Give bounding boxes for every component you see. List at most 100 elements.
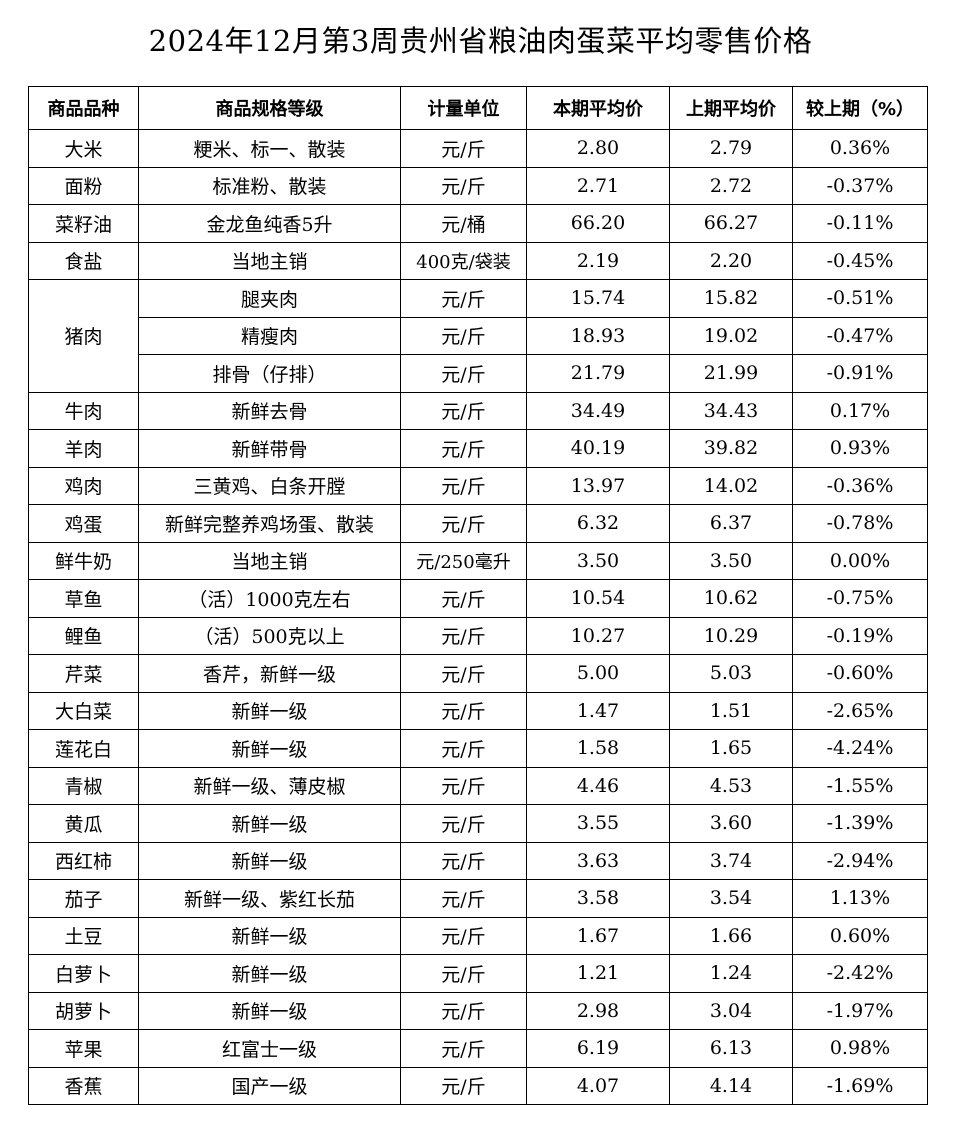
cell-item: 土豆	[28, 916, 139, 955]
cell-current-price: 2.19	[526, 241, 670, 280]
cell-current-price: 2.80	[526, 129, 670, 168]
cell-item: 鸡肉	[28, 466, 139, 505]
cell-current-price: 3.55	[526, 804, 670, 843]
table-row: 香蕉 国产一级 元/斤 4.07 4.14 -1.69%	[28, 1066, 928, 1105]
cell-spec: 新鲜去骨	[138, 391, 401, 430]
header-previous-price: 上期平均价	[669, 86, 793, 130]
cell-unit: 元/斤	[400, 1066, 527, 1105]
cell-current-price: 4.46	[526, 766, 670, 805]
table-row: 牛肉 新鲜去骨 元/斤 34.49 34.43 0.17%	[28, 391, 928, 430]
cell-unit: 元/斤	[400, 429, 527, 468]
table-row: 精瘦肉 元/斤 18.93 19.02 -0.47%	[29, 316, 928, 355]
cell-unit: 元/斤	[400, 391, 527, 430]
cell-item: 大米	[28, 129, 139, 168]
cell-previous-price: 10.62	[669, 579, 793, 618]
cell-unit: 元/斤	[400, 129, 527, 168]
cell-item: 白萝卜	[28, 954, 139, 993]
cell-previous-price: 2.20	[669, 241, 793, 280]
table-row: 胡萝卜 新鲜一级 元/斤 2.98 3.04 -1.97%	[28, 991, 928, 1030]
cell-change: 0.36%	[792, 129, 928, 168]
cell-current-price: 1.58	[526, 729, 670, 768]
cell-spec: 标准粉、散装	[138, 166, 401, 205]
cell-change: -0.75%	[792, 579, 928, 618]
table-row: 食盐 当地主销 400克/袋装 2.19 2.20 -0.45%	[28, 241, 928, 280]
cell-current-price: 1.67	[526, 916, 670, 955]
cell-change: -0.78%	[792, 504, 928, 543]
cell-current-price: 13.97	[526, 466, 670, 505]
cell-item: 苹果	[28, 1029, 139, 1068]
cell-change: 0.00%	[792, 541, 928, 580]
cell-spec: 新鲜一级、薄皮椒	[138, 766, 401, 805]
cell-unit: 元/斤	[400, 766, 527, 805]
cell-change: 0.60%	[792, 916, 928, 955]
table-header-row: 商品品种 商品规格等级 计量单位 本期平均价 上期平均价 较上期（%）	[28, 86, 928, 130]
cell-spec: 新鲜完整养鸡场蛋、散装	[138, 504, 401, 543]
cell-current-price: 3.63	[526, 841, 670, 880]
cell-item: 牛肉	[28, 391, 139, 430]
cell-current-price: 6.32	[526, 504, 670, 543]
cell-change: -2.65%	[792, 691, 928, 730]
cell-item: 胡萝卜	[28, 991, 139, 1030]
cell-spec: 腿夹肉	[138, 279, 401, 318]
cell-previous-price: 5.03	[669, 654, 793, 693]
cell-change: -2.42%	[792, 954, 928, 993]
cell-unit: 元/斤	[400, 691, 527, 730]
table-row: 鸡蛋 新鲜完整养鸡场蛋、散装 元/斤 6.32 6.37 -0.78%	[28, 504, 928, 543]
table-row: 莲花白 新鲜一级 元/斤 1.58 1.65 -4.24%	[28, 729, 928, 768]
cell-spec: 排骨（仔排）	[138, 354, 401, 393]
cell-item: 草鱼	[28, 579, 139, 618]
cell-current-price: 5.00	[526, 654, 670, 693]
cell-spec: （活）500克以上	[138, 616, 401, 655]
cell-previous-price: 15.82	[669, 279, 793, 318]
cell-spec: 粳米、标一、散装	[138, 129, 401, 168]
cell-unit: 元/斤	[400, 354, 527, 393]
cell-item: 羊肉	[28, 429, 139, 468]
cell-unit: 元/桶	[400, 204, 527, 243]
cell-item: 大白菜	[28, 691, 139, 730]
cell-current-price: 6.19	[526, 1029, 670, 1068]
cell-previous-price: 3.54	[669, 879, 793, 918]
table-row: 茄子 新鲜一级、紫红长茄 元/斤 3.58 3.54 1.13%	[28, 879, 928, 918]
cell-item: 青椒	[28, 766, 139, 805]
header-change: 较上期（%）	[792, 86, 928, 130]
cell-current-price: 4.07	[526, 1066, 670, 1105]
cell-unit: 元/斤	[400, 504, 527, 543]
header-unit: 计量单位	[400, 86, 527, 130]
cell-change: -1.69%	[792, 1066, 928, 1105]
cell-change: -0.91%	[792, 354, 928, 393]
cell-previous-price: 6.37	[669, 504, 793, 543]
cell-unit: 元/斤	[400, 1029, 527, 1068]
cell-current-price: 2.71	[526, 166, 670, 205]
table-row: 青椒 新鲜一级、薄皮椒 元/斤 4.46 4.53 -1.55%	[28, 766, 928, 805]
table-row: 黄瓜 新鲜一级 元/斤 3.55 3.60 -1.39%	[28, 804, 928, 843]
cell-previous-price: 3.60	[669, 804, 793, 843]
cell-previous-price: 14.02	[669, 466, 793, 505]
cell-change: 0.93%	[792, 429, 928, 468]
cell-change: -1.39%	[792, 804, 928, 843]
cell-unit: 元/斤	[400, 616, 527, 655]
cell-spec: 当地主销	[138, 541, 401, 580]
cell-item: 茄子	[28, 879, 139, 918]
cell-item: 面粉	[28, 166, 139, 205]
cell-unit: 元/斤	[400, 991, 527, 1030]
table-row: 草鱼 （活）1000克左右 元/斤 10.54 10.62 -0.75%	[28, 579, 928, 618]
cell-change: -0.37%	[792, 166, 928, 205]
cell-previous-price: 1.66	[669, 916, 793, 955]
table-row: 排骨（仔排） 元/斤 21.79 21.99 -0.91%	[29, 354, 928, 393]
cell-spec: 新鲜一级	[138, 691, 401, 730]
cell-change: -0.51%	[792, 279, 928, 318]
cell-previous-price: 10.29	[669, 616, 793, 655]
cell-item: 菜籽油	[28, 204, 139, 243]
cell-item: 芹菜	[28, 654, 139, 693]
price-table: 商品品种 商品规格等级 计量单位 本期平均价 上期平均价 较上期（%） 大米 粳米…	[28, 86, 928, 1105]
cell-unit: 元/斤	[400, 804, 527, 843]
cell-current-price: 1.47	[526, 691, 670, 730]
header-item: 商品品种	[28, 86, 139, 130]
cell-previous-price: 66.27	[669, 204, 793, 243]
cell-previous-price: 3.50	[669, 541, 793, 580]
cell-previous-price: 3.74	[669, 841, 793, 880]
cell-spec: 新鲜一级	[138, 991, 401, 1030]
cell-previous-price: 21.99	[669, 354, 793, 393]
cell-change: -1.55%	[792, 766, 928, 805]
table-row: 鲜牛奶 当地主销 元/250毫升 3.50 3.50 0.00%	[28, 541, 928, 580]
